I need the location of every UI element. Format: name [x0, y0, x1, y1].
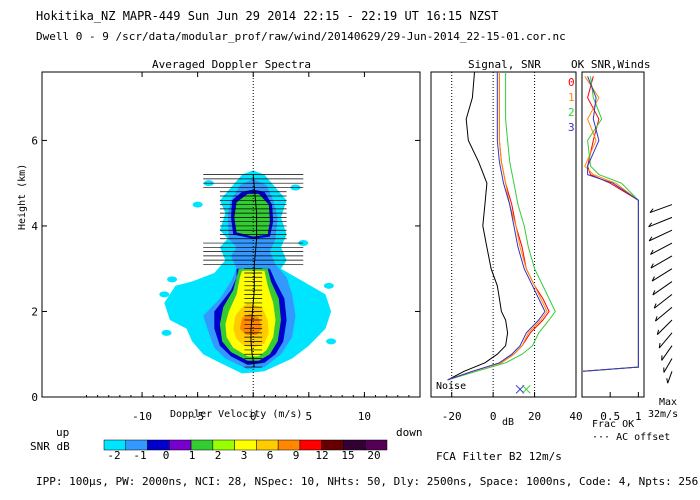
- colorbar-tick-label: 6: [267, 449, 274, 462]
- wind-barb-head: [649, 208, 654, 213]
- wind-barb-head: [658, 343, 661, 349]
- up-label: up: [56, 426, 70, 439]
- wind-barb-head: [648, 222, 653, 228]
- wind-barb-head: [650, 249, 654, 255]
- wind-barb: [667, 371, 673, 384]
- ok-frame: [581, 71, 645, 398]
- snr-xtick-label: -20: [442, 410, 462, 423]
- spectra-ytick-label: 0: [31, 391, 38, 404]
- snr-xlabel: dB: [502, 417, 515, 428]
- snr-line-3: [447, 72, 546, 381]
- colorbar-label: SNR dB: [30, 440, 70, 453]
- spectra-speckle-0: [161, 329, 172, 336]
- snr-line-Signal: [447, 71, 509, 381]
- colorbar-tick-label: -1: [133, 449, 146, 462]
- wind-barb: [650, 242, 673, 255]
- noise-marker: [521, 384, 531, 394]
- snr-line-2: [447, 72, 556, 381]
- ok-xtick-label: 0.5: [600, 410, 620, 423]
- filter-label: FCA Filter B2 12m/s: [436, 450, 562, 463]
- wind-barb-head: [656, 329, 660, 335]
- colorbar-tick-label: 3: [241, 449, 248, 462]
- spectra-ytick-label: 4: [31, 220, 38, 233]
- colorbar-tick-label: 0: [163, 449, 170, 462]
- wind-barb: [653, 293, 673, 309]
- ok-title: OK SNR,Winds: [571, 58, 651, 71]
- ok-legend-2: 2: [568, 106, 575, 119]
- colorbar-tick-label: 2: [215, 449, 222, 462]
- colorbar-swatch: [364, 439, 388, 451]
- spectra-xtick-label: -10: [132, 410, 152, 423]
- wind-barb: [649, 204, 673, 214]
- ok-legend-0: 0: [568, 76, 575, 89]
- max-label: Max: [659, 397, 678, 408]
- wind-barb-head: [650, 263, 654, 269]
- spectra-xtick-label: -5: [191, 410, 204, 423]
- wind-barb: [663, 358, 673, 373]
- wind-barb: [652, 281, 673, 296]
- wind-barb-head: [652, 290, 656, 296]
- spectra-xtick-label: 10: [358, 410, 371, 423]
- wind-barb-head: [651, 276, 655, 282]
- ok-line-2: [583, 76, 639, 372]
- snr-xtick-label: 40: [569, 410, 582, 423]
- wind-barb: [657, 319, 673, 336]
- spectra-title: Averaged Doppler Spectra: [152, 58, 311, 71]
- down-label: down: [396, 426, 423, 439]
- colorbar-tick-label: -2: [107, 449, 120, 462]
- spectra-speckle-4: [326, 338, 337, 345]
- snr-line-1: [447, 72, 548, 381]
- ok-legend-3: 3: [568, 121, 575, 134]
- frac-ok-label: Frac OK: [592, 419, 635, 430]
- footer-params: IPP: 100µs, PW: 2000ns, NCI: 28, NSpec: …: [36, 475, 699, 488]
- colorbar-tick-label: 1: [189, 449, 196, 462]
- snr-xtick-label: 0: [490, 410, 497, 423]
- noise-marker: [515, 384, 525, 394]
- spectra-xtick-label: 0: [250, 410, 257, 423]
- wind-barb: [655, 306, 673, 322]
- colorbar-tick-label: 9: [293, 449, 300, 462]
- wind-barb: [661, 345, 673, 361]
- ok-xtick-label: 1: [635, 410, 642, 423]
- spectra-ytick-label: 6: [31, 134, 38, 147]
- spectra-speckle-1: [159, 291, 170, 298]
- header-dwell: Dwell 0 - 9 /scr/data/modular_prof/raw/w…: [36, 30, 566, 43]
- spectra-speckle-2: [167, 276, 178, 283]
- ok-legend-1: 1: [568, 91, 575, 104]
- wind-barb: [648, 216, 673, 228]
- wind-barb-head: [653, 303, 657, 309]
- colorbar-tick-label: 15: [341, 449, 354, 462]
- header-title: Hokitika_NZ MAPR-449 Sun Jun 29 2014 22:…: [36, 9, 499, 23]
- spectra-xtick-label: 5: [306, 410, 313, 423]
- wind-barb-head: [666, 378, 669, 384]
- wind-barb: [658, 332, 673, 349]
- ok-line-3: [583, 76, 639, 372]
- snr-xtick-label: 20: [528, 410, 541, 423]
- colorbar-tick-label: 20: [367, 449, 380, 462]
- wind-barb: [651, 268, 673, 282]
- spectra-speckle-3: [323, 282, 334, 289]
- snr-line-0: [447, 72, 550, 381]
- ok-line-1: [583, 76, 639, 372]
- wind-barb-head: [654, 316, 658, 322]
- spectra-heatmap: [159, 170, 337, 374]
- colorbar-tick-label: 12: [315, 449, 328, 462]
- wind-barb: [648, 229, 673, 242]
- wind-barb: [650, 255, 673, 269]
- ok-line-0: [583, 76, 639, 372]
- x-axis-label: Doppler Velocity (m/s): [170, 409, 303, 420]
- spectra-speckle-7: [192, 201, 203, 208]
- mean-velocity-line: [250, 174, 258, 368]
- snr-title: Signal, SNR: [468, 58, 541, 71]
- wind-barb-head: [648, 236, 653, 242]
- max-speed-label: 32m/s: [648, 409, 679, 420]
- noise-label: Noise: [436, 381, 467, 392]
- spectra-ytick-label: 2: [31, 305, 38, 318]
- snr-frame: [430, 71, 577, 398]
- ac-offset-label: ··· AC offset: [592, 432, 671, 443]
